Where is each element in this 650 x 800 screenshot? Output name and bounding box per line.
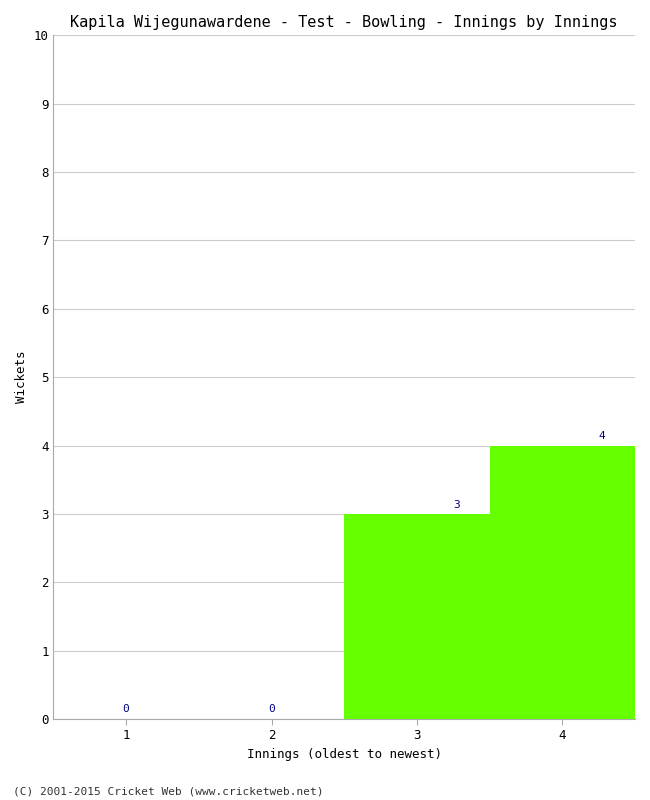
Title: Kapila Wijegunawardene - Test - Bowling - Innings by Innings: Kapila Wijegunawardene - Test - Bowling … xyxy=(70,15,618,30)
Y-axis label: Wickets: Wickets xyxy=(15,351,28,403)
Text: 4: 4 xyxy=(599,431,605,442)
Text: 0: 0 xyxy=(123,703,129,714)
Bar xyxy=(489,446,635,719)
Text: 0: 0 xyxy=(268,703,275,714)
Text: 3: 3 xyxy=(453,500,460,510)
X-axis label: Innings (oldest to newest): Innings (oldest to newest) xyxy=(247,748,442,761)
Bar xyxy=(344,514,489,719)
Text: (C) 2001-2015 Cricket Web (www.cricketweb.net): (C) 2001-2015 Cricket Web (www.cricketwe… xyxy=(13,786,324,796)
